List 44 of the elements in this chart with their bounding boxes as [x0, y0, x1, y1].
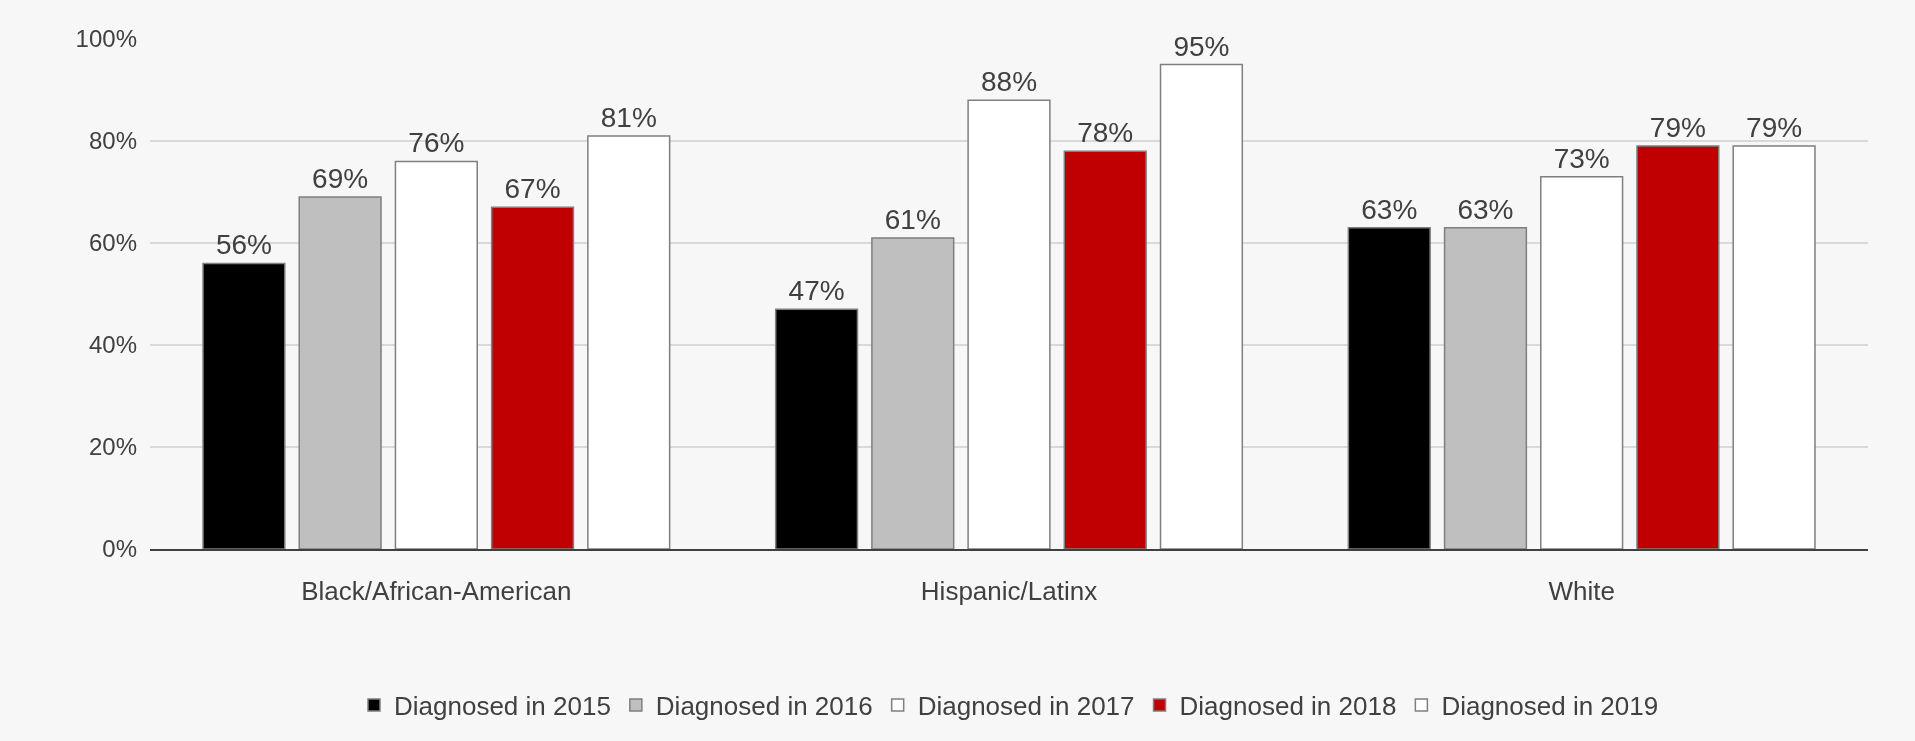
bar — [774, 308, 859, 549]
data-label: 67% — [504, 173, 561, 205]
data-label: 63% — [1361, 193, 1418, 225]
bar — [1443, 226, 1528, 549]
legend-label: Diagnosed in 2017 — [917, 691, 1135, 722]
bar — [394, 160, 478, 549]
data-label: 95% — [1173, 30, 1230, 62]
data-label: 79% — [1649, 112, 1706, 144]
data-label: 69% — [312, 163, 369, 195]
data-label: 78% — [1077, 117, 1134, 149]
bar — [1347, 226, 1431, 549]
bar — [490, 206, 575, 549]
data-label: 61% — [884, 203, 941, 235]
bar — [298, 196, 382, 549]
x-tick-label: Hispanic/Latinx — [920, 575, 1098, 606]
bar — [587, 135, 671, 549]
bar — [1159, 63, 1244, 549]
data-label: 73% — [1553, 142, 1610, 174]
y-tick-label: 60% — [88, 229, 137, 257]
data-label: 79% — [1746, 112, 1803, 144]
legend-label: Diagnosed in 2018 — [1179, 691, 1397, 722]
y-tick-label: 20% — [88, 433, 137, 461]
x-tick-label: White — [1548, 575, 1615, 606]
y-tick-label: 40% — [88, 331, 137, 359]
bar — [202, 262, 286, 549]
legend-label: Diagnosed in 2016 — [655, 691, 873, 722]
legend-label: Diagnosed in 2019 — [1441, 691, 1659, 722]
y-tick-label: 100% — [75, 25, 137, 53]
x-tick-label: Black/African-American — [301, 575, 572, 606]
bar — [1732, 145, 1816, 549]
bar — [1063, 150, 1147, 549]
data-label: 76% — [408, 127, 465, 159]
bar — [1636, 145, 1720, 549]
y-tick-label: 80% — [88, 127, 137, 155]
legend-label: Diagnosed in 2015 — [394, 691, 611, 722]
data-label: 47% — [788, 275, 845, 307]
bar — [967, 99, 1051, 549]
bar — [871, 237, 955, 549]
bar — [1540, 175, 1624, 549]
data-label: 88% — [980, 66, 1038, 98]
data-label: 56% — [215, 229, 272, 261]
y-tick-label: 0% — [102, 535, 137, 563]
data-label: 63% — [1457, 193, 1514, 225]
data-label: 81% — [600, 101, 657, 133]
